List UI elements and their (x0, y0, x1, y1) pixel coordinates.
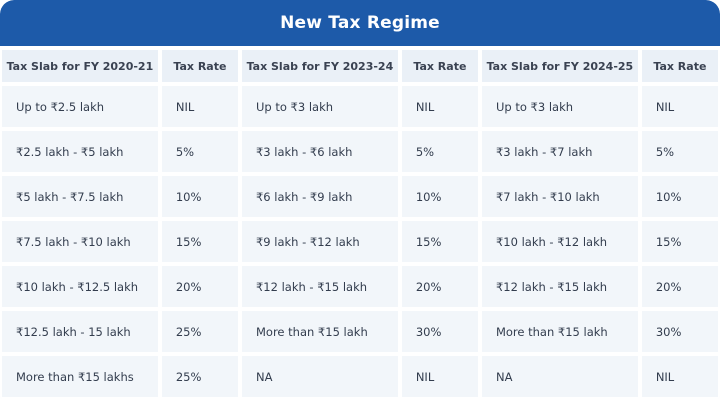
table-row: ₹5 lakh - ₹7.5 lakh 10% ₹6 lakh - ₹9 lak… (0, 174, 720, 219)
table-cell: ₹12 lakh - ₹15 lakh (239, 264, 400, 309)
table-cell: More than ₹15 lakhs (0, 354, 160, 399)
table-cell: More than ₹15 lakh (479, 309, 640, 354)
table-cell: NIL (159, 84, 240, 129)
column-header-rate-2024-25: Tax Rate (639, 48, 720, 84)
column-header-slab-2024-25: Tax Slab for FY 2024-25 (479, 48, 640, 84)
table-cell: ₹3 lakh - ₹7 lakh (479, 129, 640, 174)
title-band: New Tax Regime (0, 0, 720, 46)
column-header-rate-2023-24: Tax Rate (399, 48, 480, 84)
table-cell: 30% (639, 309, 720, 354)
table-cell: 20% (399, 264, 480, 309)
table-cell: ₹3 lakh - ₹6 lakh (239, 129, 400, 174)
table-cell: ₹7 lakh - ₹10 lakh (479, 174, 640, 219)
table-cell: 5% (159, 129, 240, 174)
table-row: ₹2.5 lakh - ₹5 lakh 5% ₹3 lakh - ₹6 lakh… (0, 129, 720, 174)
table-cell: NA (239, 354, 400, 399)
table-cell: 5% (639, 129, 720, 174)
table-cell: More than ₹15 lakh (239, 309, 400, 354)
table-cell: ₹5 lakh - ₹7.5 lakh (0, 174, 160, 219)
page-title: New Tax Regime (280, 13, 440, 33)
divider (0, 46, 720, 48)
tax-table: Tax Slab for FY 2020-21 Tax Rate Tax Sla… (0, 48, 720, 399)
column-header-rate-2020-21: Tax Rate (159, 48, 240, 84)
table-cell: NIL (399, 354, 480, 399)
table-cell: 10% (159, 174, 240, 219)
table-cell: ₹9 lakh - ₹12 lakh (239, 219, 400, 264)
column-header-slab-2023-24: Tax Slab for FY 2023-24 (239, 48, 400, 84)
table-header-row: Tax Slab for FY 2020-21 Tax Rate Tax Sla… (0, 48, 720, 84)
table-cell: 15% (399, 219, 480, 264)
table-cell: 20% (159, 264, 240, 309)
table-cell: 30% (399, 309, 480, 354)
table-cell: ₹10 lakh - ₹12 lakh (479, 219, 640, 264)
table-cell: NIL (639, 84, 720, 129)
table-row: ₹12.5 lakh - 15 lakh 25% More than ₹15 l… (0, 309, 720, 354)
table-cell: 10% (639, 174, 720, 219)
table-cell: ₹6 lakh - ₹9 lakh (239, 174, 400, 219)
table-row: Up to ₹2.5 lakh NIL Up to ₹3 lakh NIL Up… (0, 84, 720, 129)
table-cell: Up to ₹3 lakh (479, 84, 640, 129)
table-cell: 15% (159, 219, 240, 264)
table-cell: ₹12.5 lakh - 15 lakh (0, 309, 160, 354)
table-cell: NA (479, 354, 640, 399)
table-cell: 20% (639, 264, 720, 309)
table-cell: ₹10 lakh - ₹12.5 lakh (0, 264, 160, 309)
table-cell: ₹2.5 lakh - ₹5 lakh (0, 129, 160, 174)
table-cell: 5% (399, 129, 480, 174)
table-cell: NIL (639, 354, 720, 399)
table-cell: 25% (159, 354, 240, 399)
table-cell: Up to ₹2.5 lakh (0, 84, 160, 129)
table-cell: Up to ₹3 lakh (239, 84, 400, 129)
table-row: ₹7.5 lakh - ₹10 lakh 15% ₹9 lakh - ₹12 l… (0, 219, 720, 264)
table-row: More than ₹15 lakhs 25% NA NIL NA NIL (0, 354, 720, 399)
table-cell: 10% (399, 174, 480, 219)
table-cell: ₹7.5 lakh - ₹10 lakh (0, 219, 160, 264)
table-cell: 15% (639, 219, 720, 264)
column-header-slab-2020-21: Tax Slab for FY 2020-21 (0, 48, 160, 84)
table-cell: 25% (159, 309, 240, 354)
table-cell: NIL (399, 84, 480, 129)
table-row: ₹10 lakh - ₹12.5 lakh 20% ₹12 lakh - ₹15… (0, 264, 720, 309)
table-cell: ₹12 lakh - ₹15 lakh (479, 264, 640, 309)
